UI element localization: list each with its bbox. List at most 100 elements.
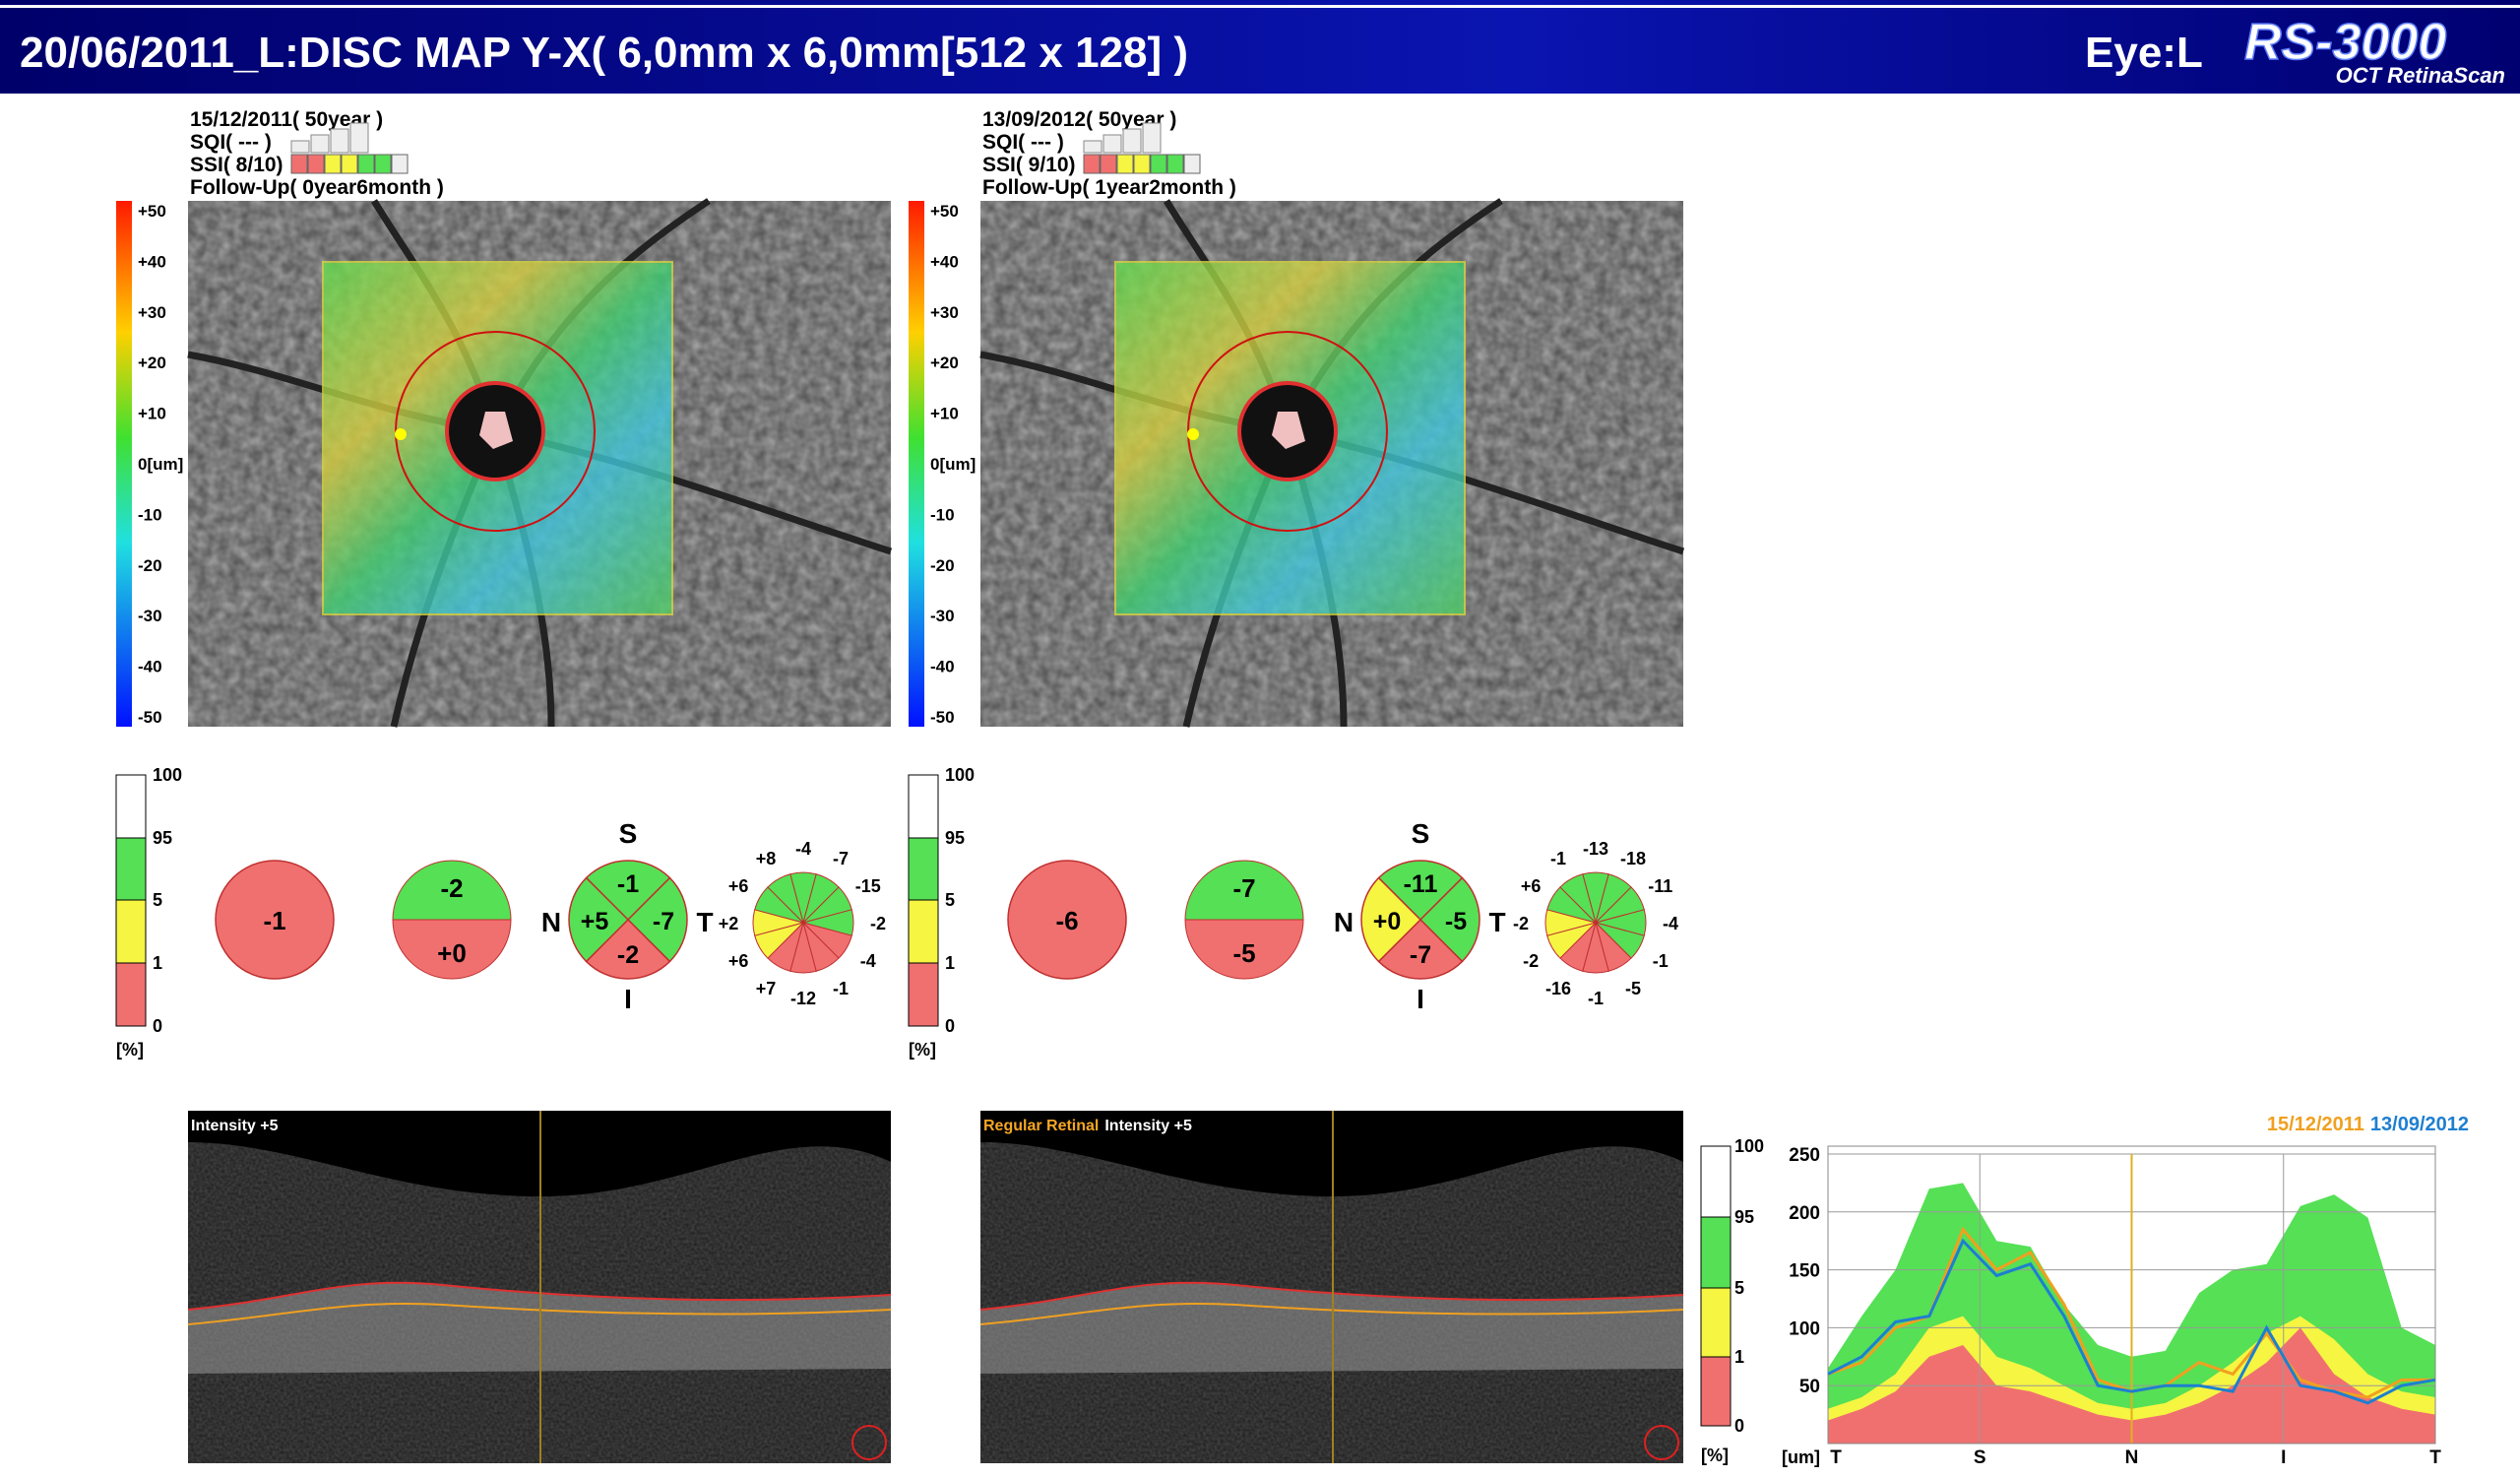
thickness-colorbar (909, 201, 924, 727)
quadrant-label: I (1417, 984, 1424, 1014)
colorbar-label: +50 (138, 202, 166, 221)
tsnit-line (1827, 1238, 2436, 1405)
colorbar-label: +50 (930, 202, 959, 221)
clock-value: -11 (1648, 876, 1672, 896)
y-tick-label: 150 (1789, 1261, 1820, 1282)
quadrant-label: N (1334, 907, 1354, 937)
header-bar (0, 0, 2520, 94)
quadrant-label: T (1488, 907, 1505, 937)
prob-label: 100 (153, 765, 182, 785)
quadrant (626, 876, 688, 963)
ilm-line (979, 1281, 1684, 1311)
thickness-colorbar (116, 201, 132, 727)
ssi-meter (1083, 154, 1101, 174)
quadrant-label: N (541, 907, 561, 937)
x-tick-label: S (1974, 1447, 1986, 1468)
quadrant-label: S (1412, 818, 1430, 849)
half-superior (392, 860, 512, 921)
plot-frame (1827, 1145, 2436, 1445)
colorbar-label: -30 (930, 607, 955, 625)
clock-value: -5 (1625, 979, 1641, 998)
clock-value: +2 (719, 914, 739, 933)
ssi-meter (1150, 154, 1167, 174)
prob-segment (115, 899, 147, 964)
clock-value: -2 (870, 914, 886, 933)
colorbar-label: -20 (138, 556, 162, 575)
colorbar-label: +20 (138, 353, 166, 372)
ssi-meter (1166, 154, 1184, 174)
half-value: -5 (1232, 938, 1255, 968)
quadrant-value: -1 (617, 870, 639, 898)
clock-value: -7 (833, 849, 849, 868)
colorbar-label: -40 (138, 658, 162, 676)
clock-value: -4 (1663, 914, 1678, 933)
header-rule (0, 5, 2520, 8)
exam-date: 13/09/2012( 50year ) (982, 108, 1176, 131)
disc-cup (479, 412, 513, 449)
clock-value: +6 (1521, 876, 1542, 896)
prob-label: 5 (153, 890, 162, 910)
clock-value: +7 (756, 979, 777, 998)
y-tick-label: 200 (1789, 1203, 1820, 1224)
quadrant-label: T (696, 907, 713, 937)
prob-unit: [%] (909, 1040, 936, 1060)
quadrant (568, 876, 630, 963)
y-tick-label: 50 (1799, 1377, 1820, 1397)
ssi: SSI( 8/10) (190, 154, 284, 176)
sqi-meter (1142, 122, 1162, 154)
prob-segment (1700, 1356, 1732, 1427)
rnfl-line (187, 1303, 892, 1325)
colorbar-label: +10 (930, 405, 959, 423)
bscan-marker (1644, 1425, 1679, 1460)
half-inferior (392, 919, 512, 980)
ssi-meter (374, 154, 392, 174)
prob-segment (115, 962, 147, 1027)
colorbar-label: -40 (930, 658, 955, 676)
clock-sector (1559, 873, 1597, 925)
ssi-meter (290, 154, 308, 174)
bscan-marker (851, 1425, 887, 1460)
quadrant-value: -11 (1404, 870, 1438, 898)
clock-value: +6 (728, 876, 749, 896)
half-value: -7 (1232, 873, 1255, 903)
x-tick-label: T (2429, 1447, 2441, 1468)
sqi-meter (330, 128, 349, 154)
y-unit: [um] (1782, 1447, 1820, 1467)
clock-sector (767, 873, 804, 925)
legend-entry: 13/09/2012 (2370, 1114, 2469, 1135)
quadrant (585, 918, 671, 980)
clock-value: -4 (795, 839, 811, 859)
colorbar-label: +30 (138, 303, 166, 322)
clock-value: -2 (1523, 951, 1539, 971)
sqi-meter (290, 140, 310, 154)
prob-segment (908, 899, 939, 964)
colorbar-label: +40 (930, 252, 959, 271)
legend-entry: 15/12/2011 (2267, 1114, 2364, 1135)
ssi: SSI( 9/10) (982, 154, 1076, 176)
prob-segment (115, 837, 147, 901)
prob-label: 95 (1734, 1207, 1754, 1227)
clock-value: +6 (728, 951, 749, 971)
sqi-meter (1102, 134, 1122, 154)
half-inferior (1184, 919, 1304, 980)
prob-label: 100 (1734, 1136, 1764, 1156)
sqi: SQI( --- ) (190, 131, 272, 154)
half-superior (1184, 860, 1304, 921)
total-value: -1 (263, 906, 285, 935)
clock-value: -2 (1513, 914, 1529, 933)
quadrant-label: S (619, 818, 638, 849)
prob-segment (908, 962, 939, 1027)
colorbar-label: -20 (930, 556, 955, 575)
clock-value: +8 (756, 849, 777, 868)
exam-date: 15/12/2011( 50year ) (190, 108, 383, 131)
clock-value: -12 (790, 989, 816, 1008)
logo-sub: OCT RetinaScan (2336, 63, 2505, 88)
quadrant-label: I (624, 984, 632, 1014)
colorbar-label: -30 (138, 607, 162, 625)
ssi-meter (1133, 154, 1151, 174)
prob-label: 95 (153, 828, 172, 848)
ssi-meter (1116, 154, 1134, 174)
half-value: -2 (440, 873, 463, 903)
